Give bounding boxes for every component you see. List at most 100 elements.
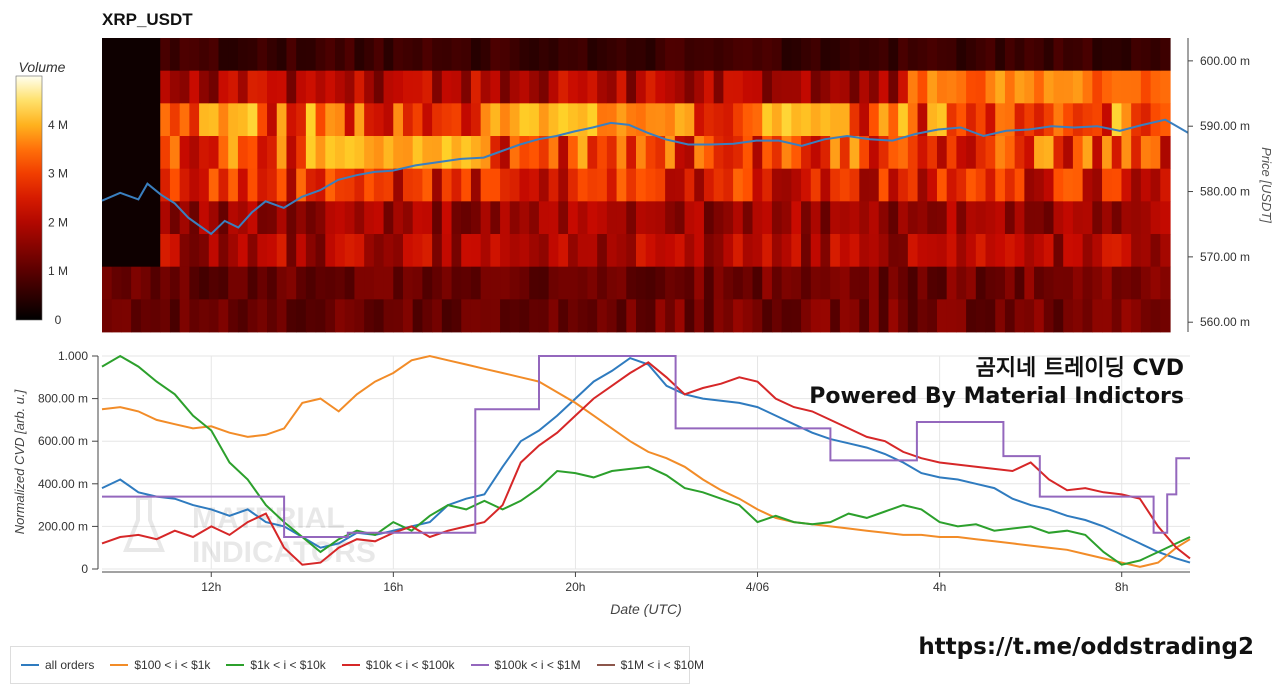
heatmap-cell <box>296 103 307 137</box>
heatmap-cell <box>577 70 589 104</box>
heatmap-cell <box>713 234 724 268</box>
heatmap-cell <box>169 168 181 202</box>
heatmap-cell <box>956 168 967 202</box>
legend-item[interactable]: $10k < i < $100k <box>341 658 455 672</box>
heatmap-cell <box>267 70 278 104</box>
heatmap-cell <box>1034 38 1045 72</box>
heatmap-cell <box>742 103 754 137</box>
heatmap-cell <box>966 168 977 202</box>
heatmap-cell <box>160 201 171 235</box>
heatmap-cell <box>344 103 356 137</box>
heatmap-cell <box>247 136 258 170</box>
heatmap-cell <box>1102 299 1113 333</box>
cvd-line--100k-i-1m <box>102 355 1190 538</box>
heatmap-cell <box>296 234 307 268</box>
heatmap-cell <box>975 201 987 235</box>
heatmap-cell <box>830 266 841 300</box>
heatmap-cell <box>907 38 919 72</box>
heatmap-cell <box>393 234 404 268</box>
flask-icon <box>123 496 165 552</box>
heatmap-cell <box>655 70 666 104</box>
heatmap-cell <box>820 201 831 235</box>
price-tick-label: 560.00 m <box>1200 315 1250 329</box>
heatmap-cell <box>354 299 365 333</box>
heatmap-cell <box>218 136 229 170</box>
heatmap-cell <box>946 201 957 235</box>
heatmap-cell <box>480 266 491 300</box>
heatmap-cell <box>461 168 472 202</box>
heatmap-cell <box>1140 70 1152 104</box>
heatmap-cell <box>276 299 288 333</box>
heatmap-cell <box>1082 70 1093 104</box>
heatmap-cell <box>102 136 113 170</box>
heatmap-cell <box>1004 234 1016 268</box>
heatmap-cell <box>179 38 190 72</box>
telegram-url[interactable]: https://t.me/oddstrading2 <box>918 634 1254 660</box>
heatmap-cell <box>121 70 132 104</box>
heatmap-cell <box>1004 70 1016 104</box>
heatmap-cell <box>830 168 841 202</box>
heatmap-cell <box>1024 136 1035 170</box>
heatmap-cell <box>111 266 123 300</box>
heatmap-cell <box>878 70 890 104</box>
heatmap-cell <box>907 299 919 333</box>
heatmap-cell <box>752 266 763 300</box>
heatmap-cell <box>179 103 190 137</box>
heatmap-cell <box>1082 136 1093 170</box>
heatmap-cell <box>791 103 802 137</box>
heatmap-cell <box>1024 201 1035 235</box>
heatmap-cell <box>257 299 268 333</box>
heatmap-cell <box>742 38 754 72</box>
heatmap-cell <box>801 201 812 235</box>
heatmap-cell <box>1121 168 1132 202</box>
heatmap-cell <box>1131 266 1142 300</box>
heatmap-cell <box>490 234 501 268</box>
legend-item[interactable]: all orders <box>21 658 94 672</box>
heatmap-cell <box>150 70 161 104</box>
heatmap-cell <box>577 38 589 72</box>
heatmap-cell <box>771 136 783 170</box>
heatmap-cell <box>927 168 938 202</box>
heatmap-cell <box>694 136 705 170</box>
heatmap-cell <box>1102 201 1113 235</box>
heatmap-cell <box>694 70 705 104</box>
heatmap-cell <box>995 70 1006 104</box>
heatmap-cell <box>946 136 957 170</box>
heatmap-cell <box>956 70 967 104</box>
heatmap-cell <box>995 136 1006 170</box>
heatmap-cell <box>1111 266 1123 300</box>
legend-item[interactable]: $1k < i < $10k <box>226 658 326 672</box>
legend-item[interactable]: $1M < i < $10M <box>596 658 704 672</box>
heatmap-cell <box>558 103 569 137</box>
heatmap-cell <box>335 266 346 300</box>
legend-item[interactable]: $100 < i < $1k <box>110 658 210 672</box>
heatmap-cell <box>898 201 909 235</box>
heatmap-cell <box>344 70 356 104</box>
heatmap-cell <box>839 299 851 333</box>
heatmap-cell <box>111 70 123 104</box>
heatmap-cell <box>568 136 579 170</box>
heatmap-cell <box>587 103 598 137</box>
heatmap-cell <box>703 234 715 268</box>
heatmap-cell <box>480 201 491 235</box>
heatmap-cell <box>616 201 627 235</box>
heatmap-cell <box>1140 266 1152 300</box>
heatmap-cell <box>636 201 647 235</box>
heatmap-cell <box>422 103 433 137</box>
heatmap-cell <box>1160 201 1171 235</box>
heatmap-cell <box>315 168 326 202</box>
heatmap-cell <box>393 70 404 104</box>
heatmap-cell <box>111 103 123 137</box>
heatmap-cell <box>102 234 113 268</box>
cvd-line--10k-i-100k <box>101 361 1191 566</box>
heatmap-cell <box>325 38 336 72</box>
heatmap-cell <box>432 201 443 235</box>
heatmap-cell <box>1043 266 1055 300</box>
heatmap-cell <box>1053 299 1064 333</box>
heatmap-cell <box>247 168 258 202</box>
legend-item[interactable]: $100k < i < $1M <box>470 658 581 672</box>
heatmap-cell <box>509 103 521 137</box>
heatmap-cell <box>1131 103 1142 137</box>
heatmap-cell <box>519 70 530 104</box>
heatmap-cell <box>839 201 851 235</box>
